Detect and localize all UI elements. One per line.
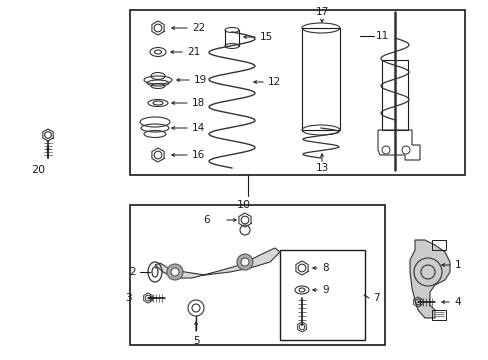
Text: 21: 21 [186,47,200,57]
Text: 19: 19 [194,75,207,85]
Bar [302,28,339,130]
Polygon shape [155,248,280,278]
Text: 7: 7 [372,293,379,303]
Text: 11: 11 [375,31,388,41]
Text: 10: 10 [237,200,250,210]
Text: 15: 15 [260,32,273,42]
Circle shape [171,268,179,276]
Bar [381,60,407,130]
Text: 4: 4 [453,297,460,307]
Text: 13: 13 [315,163,328,173]
Bar [431,310,445,320]
Circle shape [237,254,252,270]
Text: 17: 17 [315,7,328,17]
Bar [280,250,364,340]
Text: 9: 9 [321,285,328,295]
Text: 12: 12 [267,77,281,87]
Bar [130,205,384,345]
Text: 18: 18 [192,98,205,108]
Text: 2: 2 [129,267,136,277]
Circle shape [241,258,248,266]
Text: 22: 22 [192,23,205,33]
Text: 16: 16 [192,150,205,160]
Text: 20: 20 [31,165,45,175]
Text: 5: 5 [192,336,199,346]
Text: 14: 14 [192,123,205,133]
Text: 8: 8 [321,263,328,273]
Bar [130,10,464,175]
Bar [431,240,445,250]
Text: 3: 3 [125,293,132,303]
Circle shape [167,264,183,280]
Text: 6: 6 [203,215,209,225]
Polygon shape [409,240,449,318]
Text: 1: 1 [454,260,461,270]
